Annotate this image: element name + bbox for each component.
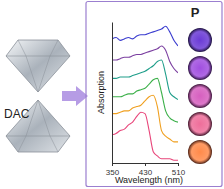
x-tick-mark <box>145 163 146 166</box>
arrow <box>62 86 88 106</box>
pressure-label: P <box>191 5 200 20</box>
upper-diamond <box>6 40 70 92</box>
panel-frame <box>86 2 222 187</box>
y-axis-title: Absorption <box>96 71 106 114</box>
spectrum-line <box>112 60 178 99</box>
y-axis-line <box>112 23 113 164</box>
facet <box>6 56 70 57</box>
dac-illustration <box>6 40 70 152</box>
spectrum-line <box>112 46 178 73</box>
pl-spot <box>188 56 212 80</box>
pl-spot <box>188 112 212 136</box>
pl-spot <box>188 140 212 164</box>
spectrum-line <box>112 26 178 46</box>
spectrum-line <box>112 95 178 142</box>
x-axis-title: Wavelength (nm) <box>115 175 183 185</box>
x-tick-mark <box>178 163 179 166</box>
y-axis <box>112 23 113 164</box>
plot-lines <box>112 26 178 160</box>
pl-spot <box>188 28 212 52</box>
spectrum-line <box>112 112 178 160</box>
x-axis-line <box>113 164 179 167</box>
facet <box>18 40 58 92</box>
pl-spot <box>188 84 212 108</box>
facet <box>6 136 70 137</box>
figure: DAC350430510AbsorptionWavelength (nm)P <box>0 0 224 189</box>
dac-label: DAC <box>4 107 30 121</box>
